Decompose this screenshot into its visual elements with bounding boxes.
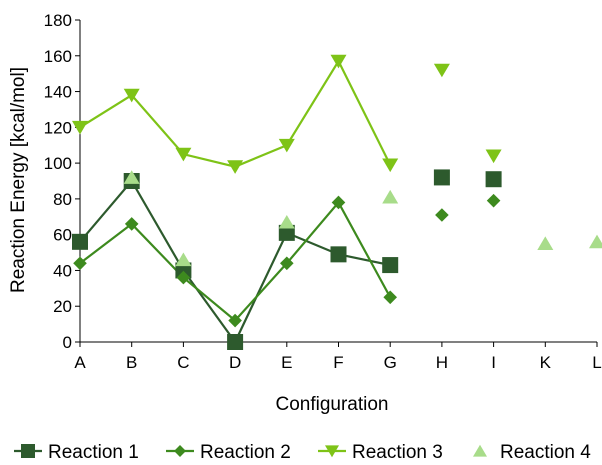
data-point-reaction-1-a [72, 233, 88, 250]
data-point-reaction-3-h [433, 63, 450, 78]
data-point-reaction-1-f [330, 246, 347, 263]
legend-marker-3 [325, 445, 339, 458]
data-point-reaction-3-i [485, 149, 502, 164]
series-line-3 [79, 58, 392, 168]
data-point-reaction-2-g [383, 290, 397, 305]
x-axis-label: Configuration [275, 394, 388, 415]
data-point-reaction-2-b [124, 217, 139, 231]
data-point-reaction-4-e [278, 214, 295, 229]
data-point-reaction-1-e [278, 224, 295, 241]
data-point-reaction-2-f [331, 195, 346, 210]
y-tick-label: 120 [44, 118, 72, 137]
data-point-reaction-3-b [123, 88, 140, 103]
data-point-reaction-2-h [435, 208, 449, 222]
x-tick-label: H [436, 353, 448, 372]
data-point-reaction-2-i [486, 193, 501, 208]
data-point-reaction-3-d [227, 160, 244, 174]
x-tick-label: E [281, 353, 292, 372]
data-point-reaction-4-c [175, 252, 192, 267]
y-tick-label: 40 [53, 261, 72, 280]
legend-label-4: Reaction 4 [500, 442, 591, 460]
data-point-reaction-3-f [330, 54, 347, 69]
legend-marker-4 [473, 444, 487, 457]
x-tick-label: C [177, 353, 189, 372]
data-point-reaction-4-b [123, 170, 140, 184]
data-point-reaction-4-l [589, 234, 602, 249]
data-point-reaction-2-c [176, 270, 191, 285]
y-tick-label: 0 [63, 333, 72, 352]
data-point-reaction-2-a [73, 256, 87, 271]
data-point-reaction-1-d [227, 334, 244, 350]
data-point-reaction-1-g [382, 257, 399, 274]
data-point-reaction-4-k [537, 236, 554, 251]
series-markers [72, 54, 602, 350]
legend: Reaction 1 Reaction 2 Reaction 3 Reaction 4 [14, 442, 591, 463]
x-tick-label: D [229, 353, 241, 372]
y-tick-label: 80 [53, 190, 72, 209]
x-tick-label: I [491, 353, 496, 372]
data-point-reaction-2-e [280, 256, 294, 271]
data-point-reaction-4-g [382, 189, 399, 204]
data-point-reaction-3-c [175, 147, 192, 162]
y-tick-label: 140 [44, 83, 72, 102]
data-point-reaction-3-a [72, 120, 88, 135]
x-tick-label: A [74, 353, 86, 372]
legend-label-1: Reaction 1 [48, 442, 139, 460]
legend-marker-2 [174, 445, 186, 457]
x-tick-label: K [540, 353, 552, 372]
y-tick-label: 100 [44, 154, 72, 173]
data-point-reaction-2-d [228, 313, 242, 328]
data-point-reaction-3-g [382, 158, 399, 173]
y-tick-label: 180 [44, 11, 72, 30]
data-point-reaction-1-c [175, 262, 192, 279]
legend-label-3: Reaction 3 [352, 442, 443, 460]
x-tick-label: L [592, 353, 601, 372]
y-tick-label: 60 [53, 226, 72, 245]
data-point-reaction-3-e [278, 138, 295, 153]
data-point-reaction-1-h [433, 169, 450, 186]
legend-marker-1 [21, 444, 35, 458]
x-tick-label: G [384, 353, 397, 372]
axes: 0 20 40 60 80 100 120 140 160 180 A B C D E F G H I K L [44, 11, 602, 372]
y-tick-label: 160 [44, 47, 72, 66]
data-point-reaction-1-i [485, 171, 502, 188]
legend-label-2: Reaction 2 [200, 442, 291, 460]
x-tick-label: F [333, 353, 343, 372]
x-tick-label: B [126, 353, 137, 372]
y-axis-label: Reaction Energy [kcal/mol] [8, 67, 29, 293]
y-tick-label: 20 [53, 297, 72, 316]
